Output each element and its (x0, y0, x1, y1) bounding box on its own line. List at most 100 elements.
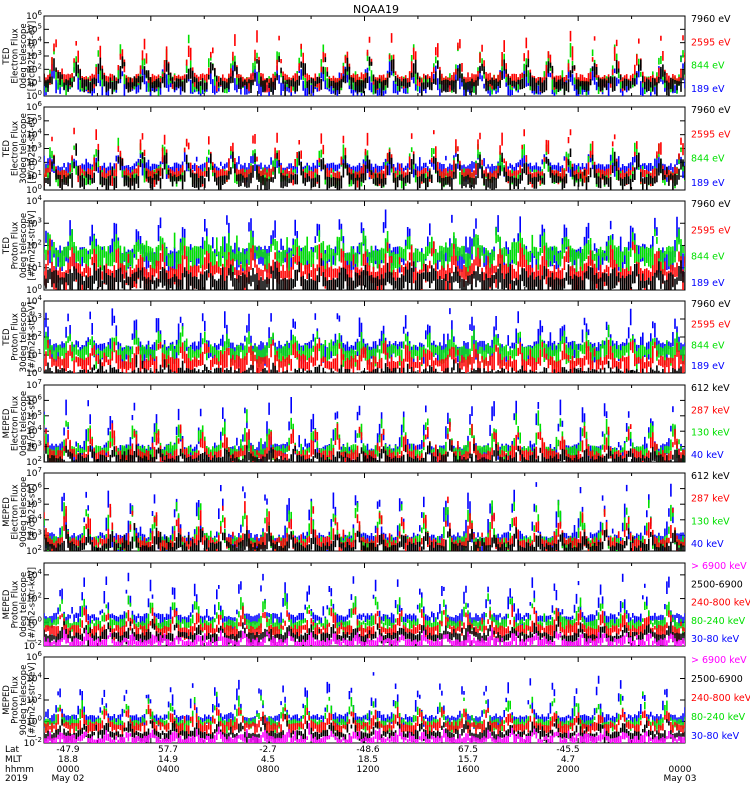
x-axis-value: -45.5 (556, 745, 579, 755)
y-tick-label: 101 (26, 261, 42, 274)
y-tick-label: 104 (26, 513, 42, 526)
legend-entry: 30-80 keV (691, 634, 740, 645)
y-axis-label-line: MEPED (2, 497, 12, 527)
y-axis-label-line: MEPED (2, 589, 12, 619)
x-axis-value: 15.7 (458, 755, 478, 765)
y-axis-label-line: 30deg telescope (19, 302, 29, 373)
y-axis-label-line: [#/cm2-s-str-keV] (28, 663, 38, 738)
legend-entry: 287 keV (691, 494, 730, 505)
y-tick-label: 102 (26, 239, 42, 252)
y-tick-label: 100 (26, 615, 42, 628)
series-844-ev (44, 227, 685, 279)
chart-title: NOAA19 (353, 3, 399, 16)
y-tick-label: 103 (26, 528, 42, 541)
x-axis-value: 14.9 (158, 755, 178, 765)
legend-entry: 612 keV (691, 383, 730, 394)
x-row-label: Lat (5, 745, 20, 755)
legend-entry: 2500-6900 (691, 674, 743, 685)
y-axis-label-line: TED (2, 47, 12, 66)
y-tick-label: 104 (26, 128, 42, 141)
legend-entry: 2595 eV (691, 37, 731, 48)
y-tick-label: 102 (26, 62, 42, 75)
y-tick-label: 102 (26, 544, 42, 557)
x-axis-value: May 02 (52, 774, 85, 784)
legend-entry: 130 keV (691, 516, 730, 527)
panel-plot-area (44, 482, 685, 551)
legend-entry: 80-240 keV (691, 712, 746, 723)
series--6900-kev (44, 627, 685, 646)
y-tick-label: 103 (26, 216, 42, 229)
legend-entry: 7960 eV (691, 14, 731, 25)
y-axis-label-line: Electron Flux (11, 396, 21, 451)
x-axis-value: 0000 (57, 765, 80, 775)
y-axis-label-line: MEPED (2, 685, 12, 715)
y-axis-label-line: 90deg telescope (19, 665, 29, 736)
legend-entry: 287 keV (691, 405, 730, 416)
y-tick-label: 105 (26, 22, 42, 35)
y-axis-label-line: 0deg telescope (19, 213, 29, 278)
y-axis-label-line: [#/cm2-s-str] (28, 395, 38, 452)
legend-entry: 2595 eV (691, 129, 731, 140)
legend-entry: 2595 eV (691, 225, 731, 236)
y-axis-label-line: 0deg telescope (19, 391, 29, 456)
y-axis-label-line: Electron Flux (11, 28, 21, 83)
x-axis-value: -2.7 (259, 745, 277, 755)
panel-plot-area (44, 30, 685, 96)
legend-entry: 844 eV (691, 61, 725, 72)
y-axis-label-line: 30deg telescope (19, 113, 29, 184)
legend-entry: 240-800 keV (691, 693, 750, 704)
y-tick-label: 100 (26, 366, 42, 379)
series-7960-ev (44, 143, 685, 190)
y-tick-label: 104 (26, 568, 42, 581)
y-tick-label: 107 (26, 378, 42, 391)
x-axis-value: 4.5 (261, 755, 275, 765)
y-tick-label: 102 (26, 592, 42, 605)
panel-plot-area (44, 308, 685, 373)
y-axis-label-line: Proton Flux (11, 313, 21, 361)
legend-entry: 189 eV (691, 361, 725, 372)
y-tick-label: 106 (26, 650, 42, 663)
x-axis-value: -48.6 (356, 745, 380, 755)
x-axis-value: 0400 (157, 765, 180, 775)
x-axis-value: -47.9 (56, 745, 80, 755)
series-2595-ev (44, 338, 685, 373)
panel-plot-area (44, 397, 685, 462)
y-tick-label: 104 (26, 294, 42, 307)
legend-entry: 844 eV (691, 154, 725, 165)
legend-entry: > 6900 keV (691, 655, 747, 666)
x-row-label: hhmm (5, 765, 34, 775)
y-tick-label: 107 (26, 466, 42, 479)
panel-plot-area (44, 127, 685, 190)
y-tick-label: 102 (26, 155, 42, 168)
y-tick-label: 101 (26, 169, 42, 182)
legend-entry: 189 eV (691, 84, 725, 95)
legend-entry: 844 eV (691, 340, 725, 351)
y-axis-label-line: Proton Flux (11, 222, 21, 270)
y-axis-label-line: 0deg telescope (19, 572, 29, 637)
x-axis-value: 1600 (457, 765, 480, 775)
x-row-label: MLT (5, 755, 23, 765)
panel-plot-area (44, 672, 685, 743)
x-axis-value: 18.8 (58, 755, 78, 765)
legend-entry: 2595 eV (691, 320, 731, 331)
y-tick-label: 100 (26, 89, 42, 102)
x-axis-value: 2000 (557, 765, 580, 775)
series--6900-kev (44, 723, 685, 743)
y-tick-label: 102 (26, 330, 42, 343)
legend-entry: 189 eV (691, 178, 725, 189)
legend-entry: 844 eV (691, 252, 725, 263)
y-tick-label: 106 (26, 100, 42, 113)
y-axis-label-line: [#/cm2-s-str-eV] (28, 302, 38, 372)
legend-entry: > 6900 keV (691, 561, 747, 572)
y-axis-label-line: 90deg telescope (19, 477, 29, 548)
y-tick-label: 100 (26, 715, 42, 728)
y-tick-label: 102 (26, 455, 42, 468)
y-tick-label: 100 (26, 183, 42, 196)
